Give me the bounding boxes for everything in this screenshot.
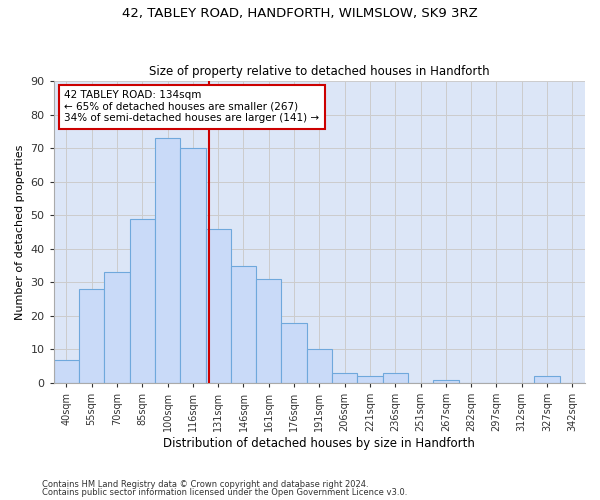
Title: Size of property relative to detached houses in Handforth: Size of property relative to detached ho… (149, 66, 490, 78)
Bar (79, 289, 104, 383)
Bar (180, 148, 206, 383)
Bar (332, 373, 358, 383)
Bar (155, 138, 180, 383)
Bar (104, 272, 130, 383)
Y-axis label: Number of detached properties: Number of detached properties (15, 144, 25, 320)
Bar (383, 373, 408, 383)
Bar (307, 350, 332, 383)
Text: 42 TABLEY ROAD: 134sqm
← 65% of detached houses are smaller (267)
34% of semi-de: 42 TABLEY ROAD: 134sqm ← 65% of detached… (64, 90, 319, 124)
Bar (281, 322, 307, 383)
Bar (206, 228, 231, 383)
X-axis label: Distribution of detached houses by size in Handforth: Distribution of detached houses by size … (163, 437, 475, 450)
Bar (433, 380, 458, 383)
Bar (130, 218, 155, 383)
Bar (535, 376, 560, 383)
Text: Contains public sector information licensed under the Open Government Licence v3: Contains public sector information licen… (42, 488, 407, 497)
Bar (358, 376, 383, 383)
Text: 42, TABLEY ROAD, HANDFORTH, WILMSLOW, SK9 3RZ: 42, TABLEY ROAD, HANDFORTH, WILMSLOW, SK… (122, 8, 478, 20)
Bar (54, 360, 79, 383)
Text: Contains HM Land Registry data © Crown copyright and database right 2024.: Contains HM Land Registry data © Crown c… (42, 480, 368, 489)
Bar (256, 279, 281, 383)
Bar (231, 266, 256, 383)
